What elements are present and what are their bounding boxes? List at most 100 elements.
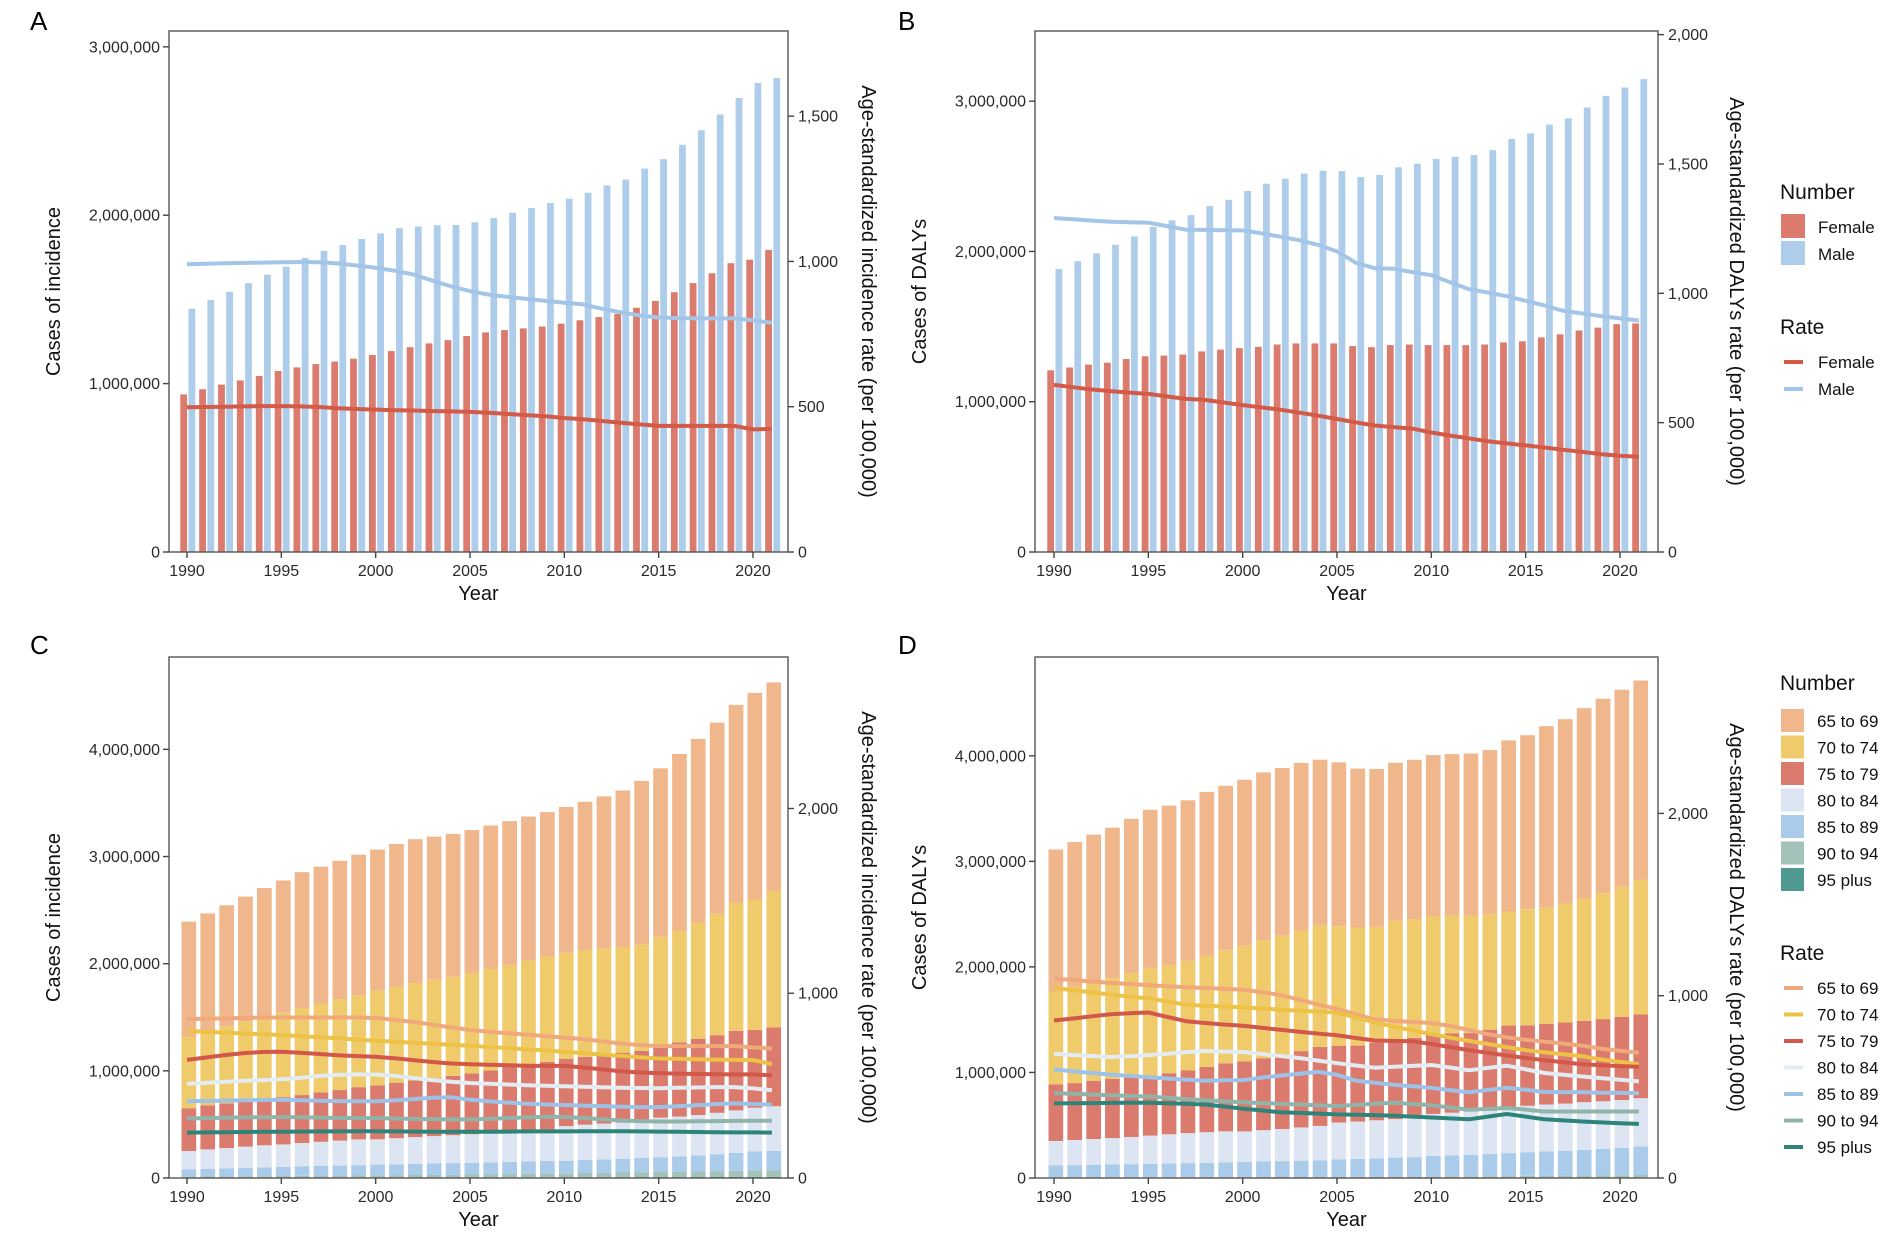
bar-segment-75-to-79-1991	[200, 1105, 216, 1150]
bar-male-1994	[264, 274, 271, 552]
bar-segment-70-to-74-2010	[558, 952, 574, 1059]
legend-rate-label-80-to-84: 80 to 84	[1817, 1059, 1878, 1078]
legend-label-70-to-74: 70 to 74	[1817, 739, 1878, 758]
bar-male-2008	[528, 208, 535, 552]
y-tick-label: 1,000,000	[955, 394, 1026, 411]
bar-segment-75-to-79-2010	[558, 1058, 574, 1127]
x-tick-label: 2015	[1508, 563, 1544, 580]
bar-segment-70-to-74-2017	[1557, 903, 1573, 1023]
bar-segment-85-to-89-2019	[1595, 1149, 1611, 1176]
bar-segment-65-to-69-2008	[521, 816, 536, 961]
bar-segment-65-to-69-2003	[426, 836, 442, 980]
legend-swatch-90-to-94	[1781, 841, 1804, 865]
bar-segment-90-to-94-1993	[238, 1176, 253, 1178]
bar-segment-85-to-89-2016	[672, 1156, 687, 1172]
bar-segment-75-to-79-2018	[1576, 1020, 1592, 1103]
y2-tick-label: 0	[798, 545, 807, 562]
bar-segment-85-to-89-1997	[1180, 1163, 1196, 1178]
bar-female-2019	[1594, 327, 1602, 552]
x-tick-label: 2015	[641, 563, 677, 580]
bar-male-2020	[754, 82, 762, 553]
bar-segment-70-to-74-2010	[1425, 916, 1441, 1035]
bar-segment-80-to-84-2006	[1350, 1121, 1366, 1159]
bar-segment-70-to-74-1993	[1105, 978, 1120, 1079]
bar-segment-90-to-94-2000	[370, 1175, 385, 1178]
bar-segment-85-to-89-2018	[709, 1154, 725, 1172]
bar-male-2003	[1300, 173, 1308, 552]
bar-segment-70-to-74-1992	[1086, 981, 1101, 1081]
bar-segment-85-to-89-2006	[483, 1162, 499, 1175]
bar-segment-75-to-79-2011	[1444, 1033, 1460, 1113]
bar-segment-90-to-94-2019	[1595, 1175, 1611, 1178]
bar-segment-90-to-94-2011	[1444, 1176, 1460, 1178]
legend-label-65-to-69: 65 to 69	[1817, 712, 1878, 731]
bar-male-2016	[679, 144, 686, 553]
bar-segment-85-to-89-2005	[1331, 1159, 1347, 1177]
legend-swatch-female	[1781, 214, 1805, 238]
x-tick-label: 1995	[264, 563, 300, 580]
y-axis-title: Cases of DALYs	[909, 845, 931, 990]
bar-female-2021	[1632, 323, 1639, 552]
bar-segment-70-to-74-2013	[615, 947, 631, 1053]
bar-segment-70-to-74-2016	[1539, 907, 1554, 1024]
y2-tick-label: 0	[1668, 545, 1677, 562]
bar-male-1996	[1168, 220, 1176, 553]
y2-axis-title: Age-standardized incidence rate (per 100…	[857, 85, 879, 497]
x-tick-label: 2005	[452, 563, 488, 580]
bar-female-1998	[331, 361, 339, 552]
bar-segment-85-to-89-2001	[389, 1164, 404, 1176]
rate-line-65-to-69	[186, 1015, 773, 1051]
bar-male-1991	[1074, 261, 1082, 552]
bar-segment-85-to-89-1995	[1142, 1163, 1158, 1178]
legend-swatch-65-to-69	[1781, 709, 1804, 732]
bar-segment-75-to-79-1993	[1105, 1078, 1120, 1139]
bar-segment-90-to-94-2012	[1463, 1176, 1479, 1178]
bar-male-2013	[622, 179, 630, 552]
bar-segment-85-to-89-2016	[1539, 1151, 1554, 1176]
bar-segment-90-to-94-2001	[389, 1175, 404, 1178]
bar-segment-70-to-74-2018	[1576, 898, 1592, 1021]
legend-swatch-male	[1781, 241, 1805, 265]
x-tick-label: 1990	[169, 563, 205, 580]
bar-male-1998	[1206, 206, 1214, 552]
bar-segment-85-to-89-1990	[181, 1169, 197, 1177]
bar-segment-70-to-74-1998	[1199, 955, 1215, 1067]
legend-rate-label-90-to-94: 90 to 94	[1817, 1112, 1878, 1131]
bar-segment-90-to-94-2005	[464, 1174, 480, 1178]
bar-female-2016	[1537, 337, 1545, 552]
bar-female-2014	[1500, 342, 1507, 552]
bar-segment-75-to-79-1993	[238, 1101, 253, 1147]
bar-segment-90-to-94-2009	[540, 1173, 555, 1178]
x-axis-title: Year	[458, 1209, 499, 1231]
bar-segment-70-to-74-2001	[1256, 940, 1271, 1059]
legend-swatch-85-to-89	[1781, 815, 1804, 838]
bar-segment-90-to-94-2012	[596, 1172, 612, 1178]
legend-rate-title: Rate	[1780, 942, 1824, 965]
legend-label-75-to-79: 75 to 79	[1817, 765, 1878, 784]
bar-segment-80-to-84-2010	[558, 1126, 574, 1161]
bar-segment-65-to-69-2011	[577, 801, 593, 950]
y-tick-label: 3,000,000	[955, 94, 1026, 111]
x-tick-label: 2000	[1225, 1189, 1261, 1206]
x-tick-label: 1990	[169, 1189, 205, 1206]
bar-female-2011	[576, 320, 584, 552]
bar-segment-85-to-89-2020	[747, 1151, 763, 1171]
panel-letter-b: B	[898, 6, 915, 36]
bar-segment-85-to-89-2007	[502, 1162, 517, 1175]
bar-male-2010	[1432, 158, 1440, 552]
bar-female-1993	[1103, 362, 1111, 552]
bar-segment-85-to-89-2017	[1557, 1150, 1573, 1176]
legend-rate-label-male: Male	[1818, 380, 1855, 399]
bar-segment-85-to-89-2012	[596, 1159, 612, 1173]
bar-segment-70-to-74-2005	[464, 973, 480, 1074]
bar-male-2007	[1376, 175, 1383, 552]
bar-female-2006	[482, 332, 489, 552]
bar-female-2006	[1349, 346, 1356, 552]
bar-male-2018	[716, 114, 724, 553]
bar-segment-70-to-74-2006	[1350, 927, 1366, 1046]
bar-male-2019	[1602, 95, 1610, 553]
y-tick-label: 0	[1017, 1171, 1026, 1188]
bar-segment-90-to-94-1997	[313, 1175, 329, 1178]
y-tick-label: 0	[1017, 545, 1026, 562]
bar-segment-70-to-74-2000	[1237, 945, 1252, 1062]
